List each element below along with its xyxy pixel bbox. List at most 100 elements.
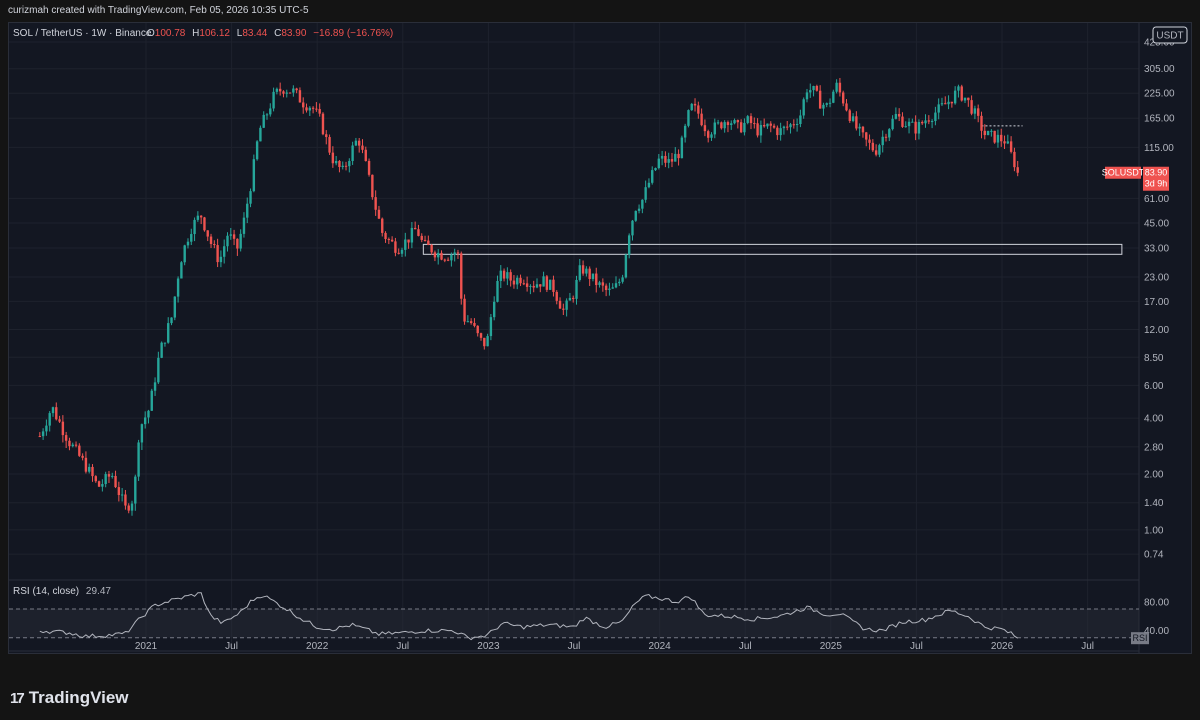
candle-body [400,249,404,254]
candle-body [473,323,476,326]
candle-body [855,116,858,129]
candle-body [776,127,779,136]
chart-canvas[interactable]: SOL / TetherUS · 1W · Binance O100.78 H1… [9,23,1191,653]
time-axis[interactable]: 2021 Jul 2022 Jul 2023 Jul 2024 Jul 2025 Jul 2026 J… [135,641,1094,652]
candle-body [641,199,644,209]
candle-body [786,126,789,128]
candle-body [802,99,805,116]
candle-body [1000,134,1003,142]
candle-body [743,122,746,133]
time-tick-label: 2024 [648,641,671,652]
support-zone-rectangle[interactable] [422,243,1123,255]
candle-body [568,297,572,301]
candle-body [713,122,716,135]
candle-body [921,122,924,124]
candle-body [91,466,94,477]
candle-body [832,91,835,103]
price-tick-label: 305.00 [1144,64,1175,75]
candle-body [48,413,51,426]
header-text: curizmah created with TradingView.com, F… [8,5,309,16]
candle-body [97,481,101,487]
candle-body [624,254,628,278]
candle-body [674,153,677,162]
currency-button[interactable]: USDT [1152,26,1188,44]
candle-body [492,301,496,318]
candle-body [186,241,190,246]
candle-body [654,168,657,171]
candle-body [354,140,358,146]
candle-body [756,123,759,136]
legend-open-label: O [147,28,155,39]
candle-body [772,125,776,128]
candle-body [219,256,223,263]
candle-body [618,281,621,284]
candle-body [377,209,381,219]
candle-body [944,103,947,105]
candle-body [252,159,256,192]
candle-body [160,342,163,358]
candle-body [565,300,568,310]
candle-body [759,125,763,136]
candle-body [140,424,144,443]
candle-body [815,85,819,91]
candle-body [506,272,509,279]
candle-body [812,85,815,91]
candle-body [575,279,578,299]
candle-body [789,124,792,128]
candle-body [911,121,914,123]
time-tick-label: Jul [1081,641,1094,652]
candle-body [285,92,288,94]
candle-body [614,283,618,288]
candle-body [157,357,160,383]
rsi-label: RSI (14, close) [13,586,79,597]
candle-body [489,317,493,337]
price-badge-countdown: 3d 9h [1145,179,1168,189]
candle-body [953,90,957,104]
candle-body [479,333,483,338]
candle-body [381,218,384,233]
price-axis[interactable]: 425.00305.00225.00165.00115.0061.0045.00… [1144,37,1175,560]
candle-body [456,252,460,254]
candle-body [371,174,374,198]
candle-body [223,246,226,257]
tradingview-logo-icon: 17 [10,689,25,707]
price-tick-label: 33.00 [1144,243,1169,254]
candle-body [687,110,690,126]
tradingview-brand: TradingView [28,688,129,707]
price-badge-ticker: SOLUSDT [1102,168,1145,178]
price-tick-label: 6.00 [1144,381,1164,392]
candle-body [410,227,414,243]
candle-body [621,277,624,282]
time-tick-label: 2023 [477,641,500,652]
candle-body [809,90,812,93]
candle-body [476,325,479,334]
candle-body [81,455,84,458]
legend-close: 83.90 [281,28,306,39]
candle-body [427,240,430,245]
candle-body [739,122,743,133]
candle-body [749,116,753,124]
candle-body [848,110,851,121]
candle-body [993,130,996,143]
candle-body [341,165,344,168]
candle-body [1013,151,1016,168]
price-tick-label: 45.00 [1144,218,1169,229]
candle-body [914,121,917,134]
candle-body [394,241,397,253]
candle-body [904,126,907,128]
candle-body [930,120,934,122]
candle-body [420,235,423,240]
chart-frame[interactable]: SOL / TetherUS · 1W · Binance O100.78 H1… [8,22,1192,654]
candle-body [881,136,884,146]
candle-body [927,120,931,122]
candle-body [453,252,456,255]
tradingview-logo[interactable]: 17 TradingView [10,688,129,708]
candle-body [502,270,506,279]
candle-body [120,494,124,496]
candle-body [634,210,637,221]
candle-body [101,484,104,487]
candle-body [450,254,453,261]
footer [0,680,1200,720]
candle-body [878,145,881,155]
candle-body [143,417,147,425]
